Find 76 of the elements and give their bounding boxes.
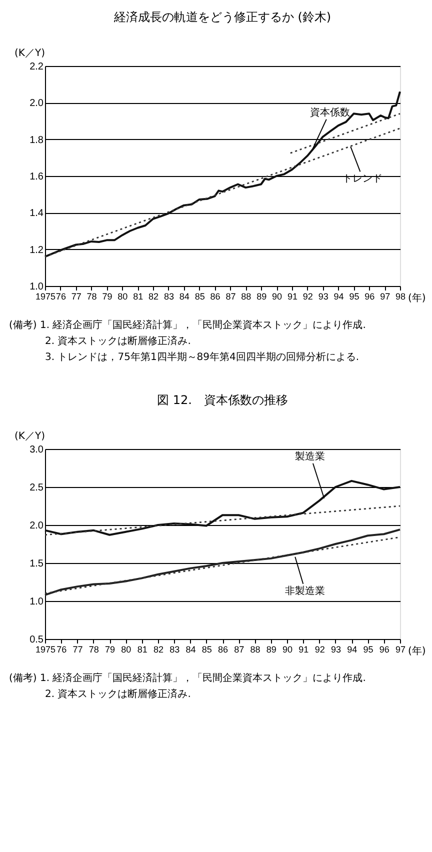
x-tick-label: 77 [72,644,83,654]
y-tick-label: 1.6 [30,172,44,182]
x-tick-label: 90 [282,644,293,654]
x-tick-label: 88 [250,644,260,654]
line-series [44,90,401,258]
y-tick-label: 1.5 [30,558,44,570]
x-tick-label: 90 [272,292,282,302]
x-tick-label: 84 [179,292,190,302]
x-tick-label: 77 [71,292,82,302]
y-tick-label: 1.0 [30,596,44,608]
x-tick-label: 80 [121,644,132,654]
x-tick-label: 97 [380,292,390,302]
x-tick-label: 92 [314,644,325,654]
x-tick-label: 89 [266,644,276,654]
x-tick-label: 80 [118,292,128,302]
x-tick-label: 93 [318,292,328,302]
text: 2. 資本ストックは断層修正済み. [45,688,191,700]
text: 3. トレンドは，75年第1四半期～89年第4回四半期の回帰分析による. [45,351,360,363]
y-tick-label: 2.0 [30,98,44,110]
y-axis-title: (K／Y) [14,431,46,442]
y-tick-label: 2.0 [30,520,44,532]
x-tick-label: 93 [330,644,341,654]
x-axis-title: (年) [408,292,426,304]
annotation: 非製造業 [285,584,326,597]
chart-title: 図 12. 資本係数の推移 [157,393,288,407]
x-tick-label: 85 [202,644,212,654]
x-tick-label: 83 [164,292,174,302]
text: (備考) 1. 経済企画庁「国民経済計算」，「民間企業資本ストック」により作成. [9,319,366,331]
x-tick-label: 76 [56,644,67,654]
x-tick-label: 86 [210,292,220,302]
y-tick-label: 1.8 [30,134,44,146]
y-axis-title: (K／Y) [14,48,46,59]
x-tick-label: 1975 [35,644,56,654]
x-tick-label: 94 [347,644,358,654]
chart-title: 経済成長の軌道をどう修正するか (鈴木) [112,10,332,24]
x-tick-label: 81 [137,644,148,654]
x-tick-label: 88 [241,292,252,302]
x-tick-label: 87 [234,644,244,654]
x-tick-label: 97 [395,644,406,654]
x-tick-label: 81 [133,292,144,302]
x-tick-label: 78 [88,644,99,654]
x-tick-label: 82 [153,644,164,654]
x-tick-label: 87 [226,292,236,302]
x-tick-label: 95 [349,292,360,302]
y-tick-label: 1.0 [30,282,44,292]
x-tick-label: 94 [334,292,344,302]
y-tick-label: 2.5 [30,482,44,494]
x-tick-label: 83 [170,644,180,654]
annotation: 製造業 [295,450,326,462]
x-tick-label: 76 [56,292,66,302]
x-axis-title: (年) [408,645,426,657]
x-tick-label: 79 [102,292,112,302]
text: (備考) 1. 経済企画庁「国民経済計算」，「民間企業資本ストック」により作成. [9,672,366,684]
x-tick-label: 79 [105,644,116,654]
y-tick-label: 1.4 [30,208,44,220]
x-tick-label: 96 [364,292,375,302]
x-tick-label: 91 [298,644,309,654]
y-tick-label: 0.5 [30,634,44,646]
x-tick-label: 1975 [35,292,56,302]
y-tick-label: 2.2 [30,62,44,72]
x-tick-label: 96 [379,644,390,654]
x-tick-label: 98 [395,292,406,302]
annotation: 資本係数 [310,106,350,118]
x-tick-label: 91 [287,292,298,302]
y-tick-label: 3.0 [30,444,44,456]
x-tick-label: 85 [194,292,205,302]
x-tick-label: 95 [363,644,374,654]
line-series [44,480,401,536]
x-tick-label: 82 [148,292,159,302]
y-tick-label: 1.2 [30,244,44,256]
x-tick-label: 86 [218,644,228,654]
x-tick-label: 78 [86,292,97,302]
x-tick-label: 89 [256,292,267,302]
text: 2. 資本ストックは断層修正済み. [45,335,191,347]
x-tick-label: 92 [302,292,313,302]
x-tick-label: 84 [186,644,196,654]
